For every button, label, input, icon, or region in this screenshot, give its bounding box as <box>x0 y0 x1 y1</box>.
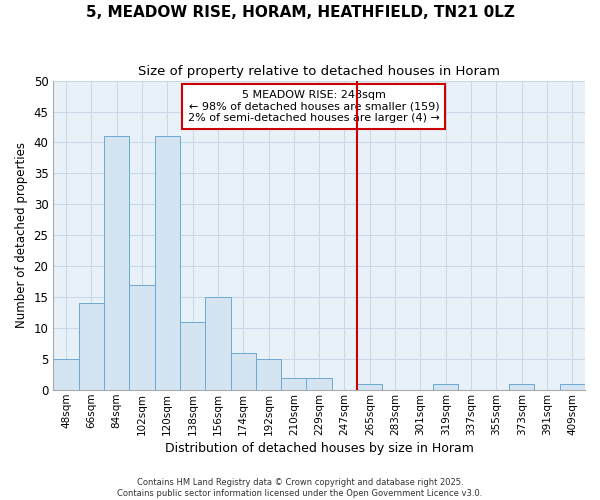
Text: 5 MEADOW RISE: 248sqm
← 98% of detached houses are smaller (159)
2% of semi-deta: 5 MEADOW RISE: 248sqm ← 98% of detached … <box>188 90 440 123</box>
X-axis label: Distribution of detached houses by size in Horam: Distribution of detached houses by size … <box>165 442 473 455</box>
Bar <box>129 285 155 390</box>
Bar <box>180 322 205 390</box>
Text: Contains HM Land Registry data © Crown copyright and database right 2025.
Contai: Contains HM Land Registry data © Crown c… <box>118 478 482 498</box>
Bar <box>509 384 535 390</box>
Bar <box>256 359 281 390</box>
Bar <box>357 384 382 390</box>
Bar <box>79 304 104 390</box>
Bar <box>230 353 256 390</box>
Text: 5, MEADOW RISE, HORAM, HEATHFIELD, TN21 0LZ: 5, MEADOW RISE, HORAM, HEATHFIELD, TN21 … <box>86 5 514 20</box>
Bar <box>53 359 79 390</box>
Title: Size of property relative to detached houses in Horam: Size of property relative to detached ho… <box>138 65 500 78</box>
Bar <box>433 384 458 390</box>
Bar <box>560 384 585 390</box>
Y-axis label: Number of detached properties: Number of detached properties <box>15 142 28 328</box>
Bar <box>205 298 230 390</box>
Bar <box>104 136 129 390</box>
Bar <box>307 378 332 390</box>
Bar <box>281 378 307 390</box>
Bar <box>155 136 180 390</box>
